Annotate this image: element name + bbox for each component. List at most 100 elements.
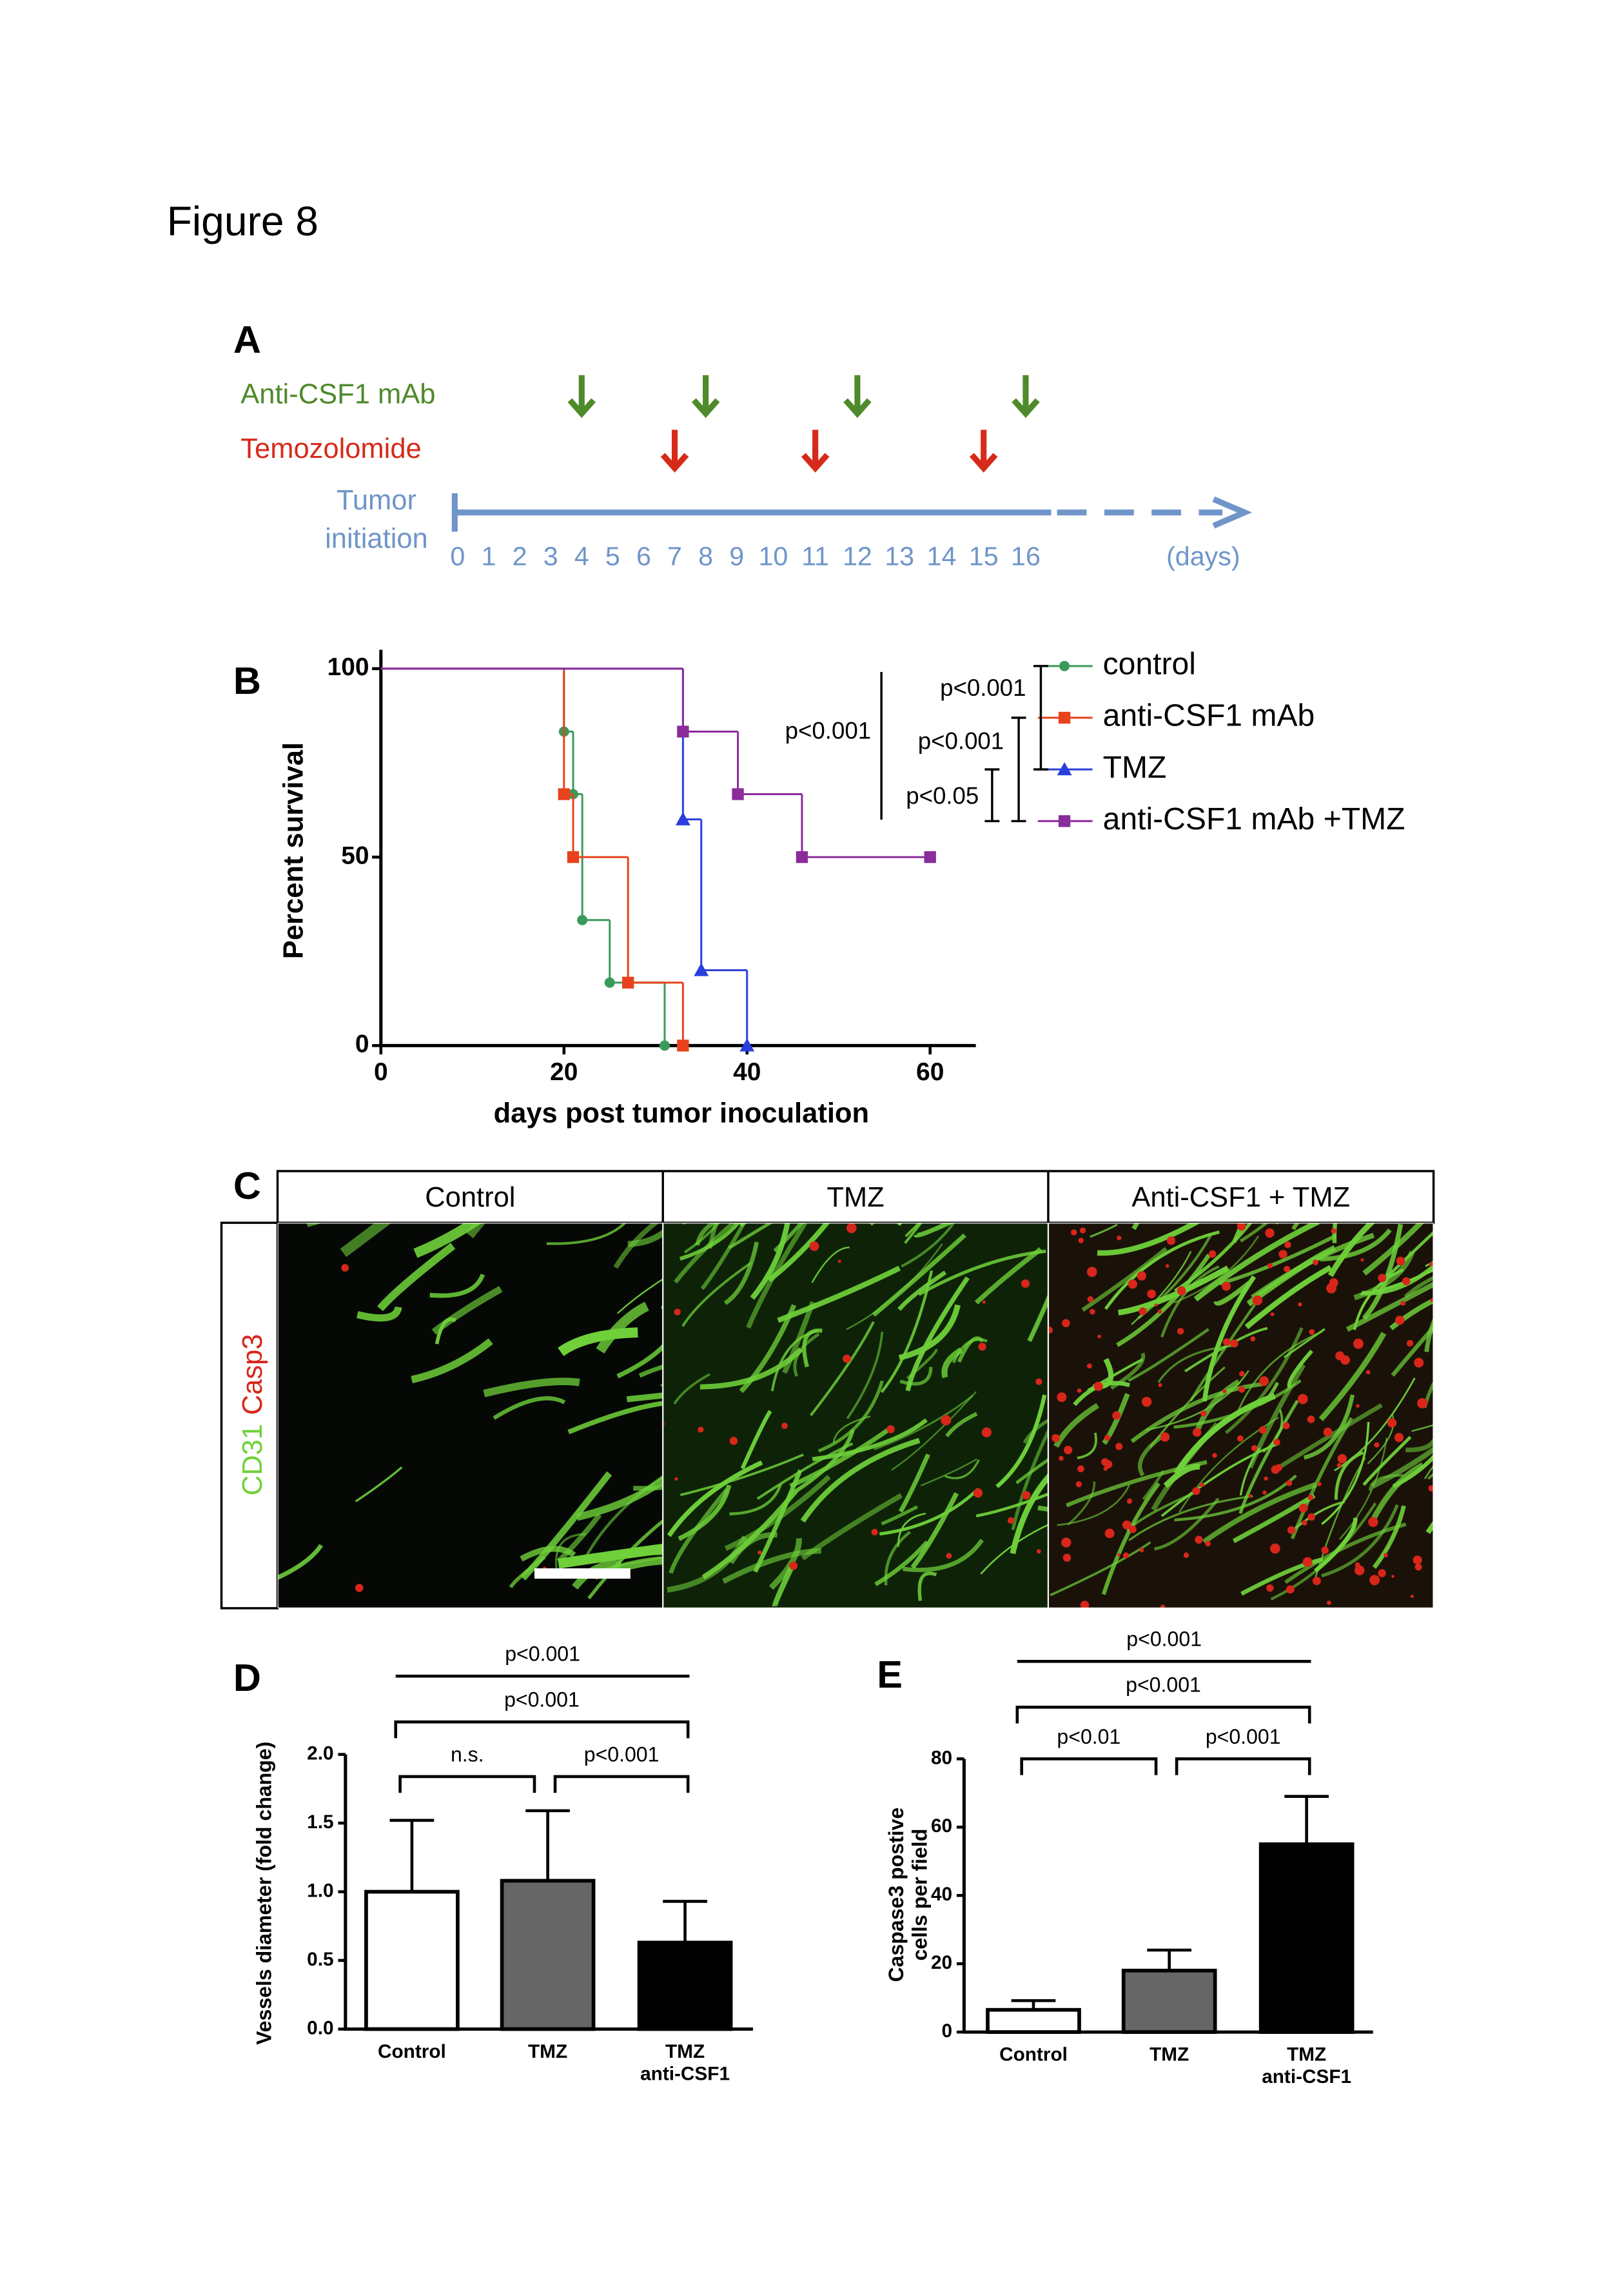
y-tick-label: 50: [341, 842, 369, 869]
vessel: [1411, 1424, 1434, 1432]
apoptotic-cell: [1062, 1319, 1070, 1328]
apoptotic-cell: [1079, 1227, 1086, 1234]
marker: [1057, 762, 1072, 776]
vessel: [626, 1392, 663, 1403]
vessel: [777, 1265, 901, 1323]
day-label: 5: [605, 542, 620, 571]
apoptotic-cell: [1400, 1301, 1406, 1306]
apoptotic-cell: [1282, 1422, 1290, 1430]
vessel: [905, 1223, 921, 1238]
panel-label: C: [233, 1164, 261, 1207]
marker: [677, 725, 689, 738]
vessel: [1391, 1324, 1434, 1377]
vessel: [1362, 1223, 1404, 1321]
vessel: [832, 1415, 871, 1444]
apoptotic-cell: [1059, 1455, 1064, 1461]
vessel: [1367, 1414, 1394, 1465]
apoptotic-cell: [837, 1259, 841, 1263]
axes: [344, 1754, 753, 2031]
apoptotic-cell: [809, 1241, 819, 1251]
vessel: [910, 1492, 959, 1570]
vessel: [558, 1327, 638, 1356]
apoptotic-cell: [1237, 1435, 1244, 1442]
apoptotic-cell: [1353, 1338, 1364, 1349]
day-label: 2: [513, 542, 527, 571]
vessel: [1321, 1504, 1399, 1578]
apoptotic-cell: [978, 1343, 986, 1351]
bar: [364, 1889, 460, 2031]
vessel: [1154, 1497, 1220, 1551]
panel-label: B: [233, 659, 261, 702]
apoptotic-cell: [1137, 1271, 1146, 1281]
vessel: [1303, 1394, 1355, 1460]
legend-label: anti-CSF1 mAb +TMZ: [1103, 802, 1405, 836]
apoptotic-cell: [1115, 1443, 1123, 1450]
apoptotic-cell: [1177, 1328, 1184, 1335]
vessel: [483, 1377, 580, 1397]
vessel: [1321, 1421, 1370, 1525]
apoptotic-cell: [355, 1584, 364, 1592]
vessel: [678, 1484, 732, 1541]
y-tick-label: 40: [931, 1884, 952, 1905]
apoptotic-cell: [758, 1550, 762, 1555]
vessel: [1151, 1422, 1220, 1512]
apoptotic-cell: [1021, 1279, 1030, 1288]
vessel: [340, 1223, 392, 1257]
vessel: [558, 1543, 663, 1569]
apoptotic-cell: [1139, 1548, 1144, 1553]
apoptotic-cell: [1097, 1334, 1101, 1339]
error-bar: [389, 1819, 435, 1892]
column-header: Control: [425, 1182, 515, 1213]
apoptotic-cell: [1248, 1494, 1252, 1498]
apoptotic-cell: [1307, 1513, 1315, 1521]
apoptotic-cell: [1237, 1223, 1246, 1231]
apoptotic-cell: [1077, 1465, 1084, 1473]
bar: [1121, 1968, 1217, 2034]
vessel: [773, 1223, 805, 1253]
apoptotic-cell: [871, 1528, 878, 1536]
apoptotic-cell: [843, 1354, 851, 1363]
vessel: [913, 1223, 954, 1238]
vessel: [1219, 1234, 1337, 1286]
bar: [986, 2007, 1081, 2034]
dose-arrow: [660, 429, 689, 473]
apoptotic-cell: [1160, 1432, 1170, 1442]
apoptotic-cell: [1369, 1575, 1380, 1586]
apoptotic-cell: [1057, 1392, 1067, 1403]
scale-bar: [534, 1568, 631, 1579]
vessel: [1334, 1377, 1416, 1472]
vessel: [905, 1276, 970, 1392]
vessel: [881, 1505, 919, 1526]
significance-bracket: [1015, 1706, 1311, 1724]
apoptotic-cell: [1391, 1575, 1394, 1578]
vessel: [1189, 1301, 1258, 1402]
apoptotic-cell: [1112, 1411, 1121, 1420]
apoptotic-cell: [1139, 1307, 1147, 1316]
vessel: [567, 1401, 663, 1435]
apoptotic-cell: [981, 1427, 992, 1437]
apoptotic-cell: [1337, 1454, 1347, 1464]
vessel: [681, 1261, 752, 1327]
vessel: [1160, 1442, 1280, 1517]
vessel: [1090, 1223, 1118, 1238]
column-header: Anti-CSF1 + TMZ: [1131, 1182, 1350, 1213]
y-tick-label: 0.5: [307, 1949, 333, 1970]
dose-arrow: [567, 375, 596, 419]
vessel: [1360, 1268, 1434, 1296]
vessel: [355, 1466, 403, 1503]
vessel: [739, 1304, 797, 1394]
vessel: [699, 1347, 803, 1390]
vessel: [898, 1453, 930, 1513]
apoptotic-cell: [1378, 1274, 1387, 1283]
vessel: [1339, 1437, 1388, 1540]
micrograph: [663, 1223, 1048, 1608]
vessel: [1138, 1435, 1164, 1477]
vessel: [1238, 1399, 1299, 1514]
apoptotic-cell: [674, 1477, 678, 1481]
significance-bracket: [394, 1720, 690, 1739]
vessel: [920, 1458, 977, 1486]
p-value: p<0.001: [504, 1688, 580, 1711]
apoptotic-cell: [1238, 1386, 1246, 1393]
p-value: p<0.001: [940, 675, 1026, 701]
p-value: p<0.001: [1206, 1725, 1281, 1748]
